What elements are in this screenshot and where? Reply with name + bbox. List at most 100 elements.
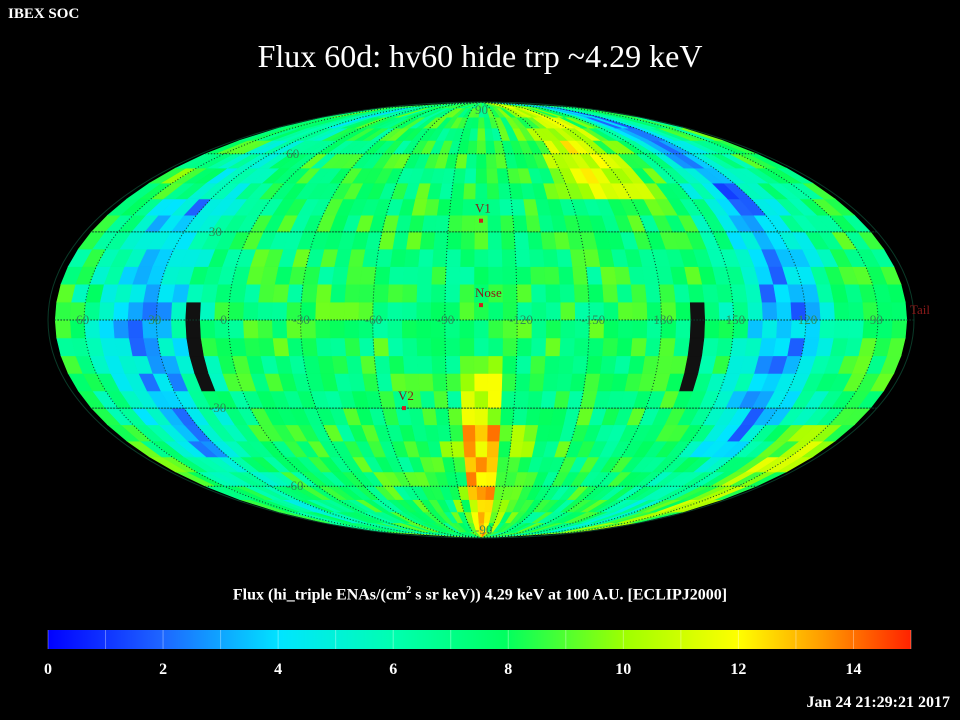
flux-pixel: [475, 456, 487, 473]
flux-pixel: [500, 390, 516, 409]
flux-pixel: [475, 471, 487, 487]
flux-pixel: [486, 182, 500, 200]
flux-pixel: [358, 337, 375, 357]
flux-pixel: [199, 301, 216, 321]
flux-pixel: [498, 198, 513, 216]
flux-pixel: [430, 283, 446, 303]
flux-pixel: [689, 319, 706, 339]
flux-pixel: [465, 471, 477, 487]
longitude-label: -30: [293, 312, 310, 327]
flux-pixel: [569, 248, 587, 267]
marker-label-v1: V1: [475, 201, 491, 216]
flux-pixel: [343, 319, 360, 339]
flux-pixel: [746, 319, 763, 339]
flux-pixel: [434, 214, 450, 233]
colorbar-gradient: [48, 630, 911, 649]
flux-pixel: [477, 116, 485, 129]
flux-pixel: [431, 248, 448, 267]
flux-pixel: [615, 283, 633, 303]
marker-dot: [479, 303, 483, 308]
flux-pixel: [617, 301, 633, 321]
flux-pixel: [286, 337, 304, 357]
colorbar-caption: Flux (hi_triple ENAs/(cm2 s sr keV)) 4.2…: [232, 585, 728, 604]
flux-pixel: [444, 283, 460, 303]
flux-pixel: [463, 456, 477, 473]
flux-pixel: [388, 266, 405, 285]
flux-pixel: [513, 231, 530, 250]
flux-pixel: [473, 231, 489, 250]
flux-pixel: [286, 283, 304, 303]
flux-pixel: [184, 319, 201, 339]
flux-pixel: [557, 355, 574, 374]
flux-pixel: [450, 440, 465, 458]
flux-pixel: [430, 355, 447, 374]
flux-pixel: [513, 390, 530, 409]
flux-pixel: [484, 140, 496, 155]
flux-pixel: [514, 373, 531, 392]
flux-pixel: [559, 319, 576, 339]
latitude-label: 90: [475, 102, 488, 117]
flux-pixel: [473, 390, 489, 409]
flux-pixel: [644, 283, 662, 303]
longitude-label: 90: [870, 312, 883, 327]
marker-label-v2: V2: [398, 388, 414, 403]
flux-pixel: [528, 373, 545, 392]
flux-pixel: [502, 337, 518, 357]
longitude-label: -120: [509, 312, 533, 327]
flux-pixel: [573, 337, 590, 357]
flux-pixel: [501, 248, 517, 267]
flux-pixel: [487, 301, 503, 321]
flux-pixel: [510, 424, 526, 442]
colorbar-tick-label: 2: [159, 661, 167, 678]
flux-pixel: [460, 231, 475, 250]
flux-pixel: [474, 424, 488, 442]
flux-pixel: [359, 266, 377, 285]
flux-pixel: [487, 248, 503, 267]
flux-pixel: [703, 319, 720, 339]
flux-pixel: [516, 283, 532, 303]
flux-pixel: [387, 337, 404, 357]
flux-pixel: [687, 337, 705, 357]
flux-pixel: [573, 283, 590, 303]
colorbar-tick-label: 10: [615, 661, 631, 678]
flux-pixel: [524, 407, 541, 426]
colorbar-tick-label: 14: [846, 661, 862, 678]
flux-pixel: [473, 319, 489, 339]
flux-pixel: [715, 283, 734, 303]
longitude-label: 180: [653, 312, 673, 327]
flux-pixel: [459, 301, 475, 321]
flux-pixel: [530, 337, 547, 357]
flux-pixel: [419, 390, 436, 409]
flux-pixel: [486, 214, 502, 233]
flux-pixel: [499, 214, 515, 233]
flux-pixel: [228, 319, 245, 339]
flux-pixel: [314, 319, 331, 339]
flux-pixel: [703, 301, 720, 321]
flux-pixel: [431, 373, 448, 392]
flux-pixel: [485, 456, 499, 473]
flux-pixel: [415, 283, 432, 303]
flux-pixel: [487, 337, 503, 357]
flux-pixel: [497, 440, 512, 458]
flux-pixel: [498, 424, 513, 442]
flux-pixel: [386, 301, 403, 321]
flux-pixel: [459, 373, 475, 392]
flux-pixel: [475, 485, 487, 500]
flux-pixel: [444, 337, 460, 357]
flux-pixel: [746, 301, 763, 321]
flux-pixel: [658, 337, 676, 357]
colorbar-tick-label: 0: [44, 661, 52, 678]
flux-pixel: [601, 283, 619, 303]
flux-pixel: [415, 319, 432, 339]
colorbar: 0 2 4 6 8 10 12 14: [44, 630, 912, 678]
flux-pixel: [571, 355, 589, 374]
flux-pixel: [474, 407, 488, 426]
flux-pixel: [417, 373, 434, 392]
flux-pixels: [54, 102, 908, 538]
flux-pixel: [627, 266, 646, 285]
flux-pixel: [543, 266, 560, 285]
flux-pixel: [315, 337, 332, 357]
flux-pixel: [890, 301, 908, 321]
flux-pixel: [540, 231, 557, 250]
flux-pixel: [655, 266, 674, 285]
